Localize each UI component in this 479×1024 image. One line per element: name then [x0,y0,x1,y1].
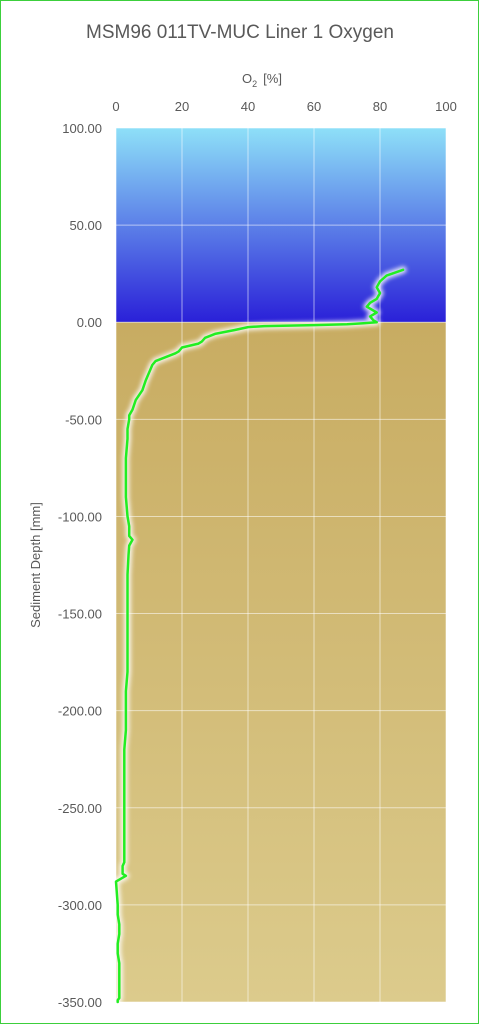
x-tick-label: 60 [307,99,321,114]
y-tick-label: -350.00 [58,995,102,1010]
x-tick-label: 40 [241,99,255,114]
y-tick-label: -50.00 [65,412,102,427]
y-tick-label: -200.00 [58,704,102,719]
x-axis-title: O2 [%] [242,71,282,89]
x-axis-title-subscript: 2 [252,79,257,89]
x-tick-label: 20 [175,99,189,114]
y-tick-label: 0.00 [77,315,102,330]
y-axis-title: Sediment Depth [mm] [28,502,43,628]
gridlines [115,127,447,1003]
x-tick-label: 80 [373,99,387,114]
y-tick-label: -250.00 [58,801,102,816]
chart-title: MSM96 011TV-MUC Liner 1 Oxygen [86,22,394,43]
sediment-background [116,322,446,1002]
x-tick-label: 100 [435,99,457,114]
x-axis-title-unit: [%] [263,71,282,86]
y-tick-label: 50.00 [69,218,102,233]
x-axis-title-main: O [242,71,252,86]
y-tick-label: -150.00 [58,607,102,622]
y-tick-label: 100.00 [62,121,102,136]
y-tick-label: -300.00 [58,898,102,913]
x-tick-label: 0 [112,99,119,114]
x-tick-labels: 0 20 40 60 80 100 [112,99,456,114]
y-tick-labels: 100.00 50.00 0.00 -50.00 -100.00 -150.00 -200.… [58,121,102,1010]
y-tick-label: -100.00 [58,509,102,524]
oxygen-series-line [114,268,405,1004]
